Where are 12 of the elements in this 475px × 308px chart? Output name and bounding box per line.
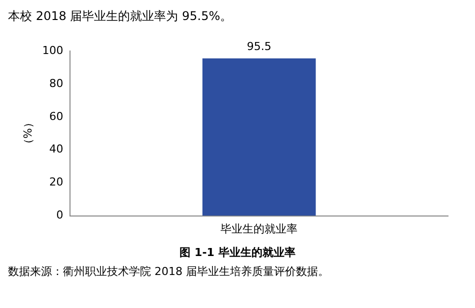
y-tick-label: 0 xyxy=(56,208,64,222)
y-tick-label: 40 xyxy=(49,142,64,156)
text: 本校 2018 届毕业生的就业率为 95.5%。 xyxy=(8,8,234,25)
y-tick-label: 20 xyxy=(49,176,64,189)
y-tick-label: 80 xyxy=(49,76,64,90)
data-label: 95.5 xyxy=(246,40,272,53)
source-note: 数据来源：衢州职业技术学院 2018 届毕业生培养质量评价数据。 xyxy=(8,264,330,279)
y-tick-label: 100 xyxy=(42,44,64,57)
x-tick-label: 毕业生的就业率 xyxy=(220,222,298,236)
y-tick-label: 60 xyxy=(49,110,64,123)
y-axis-title: （%） xyxy=(21,117,34,150)
text: 图 1-1 毕业生的就业率 xyxy=(178,245,296,260)
